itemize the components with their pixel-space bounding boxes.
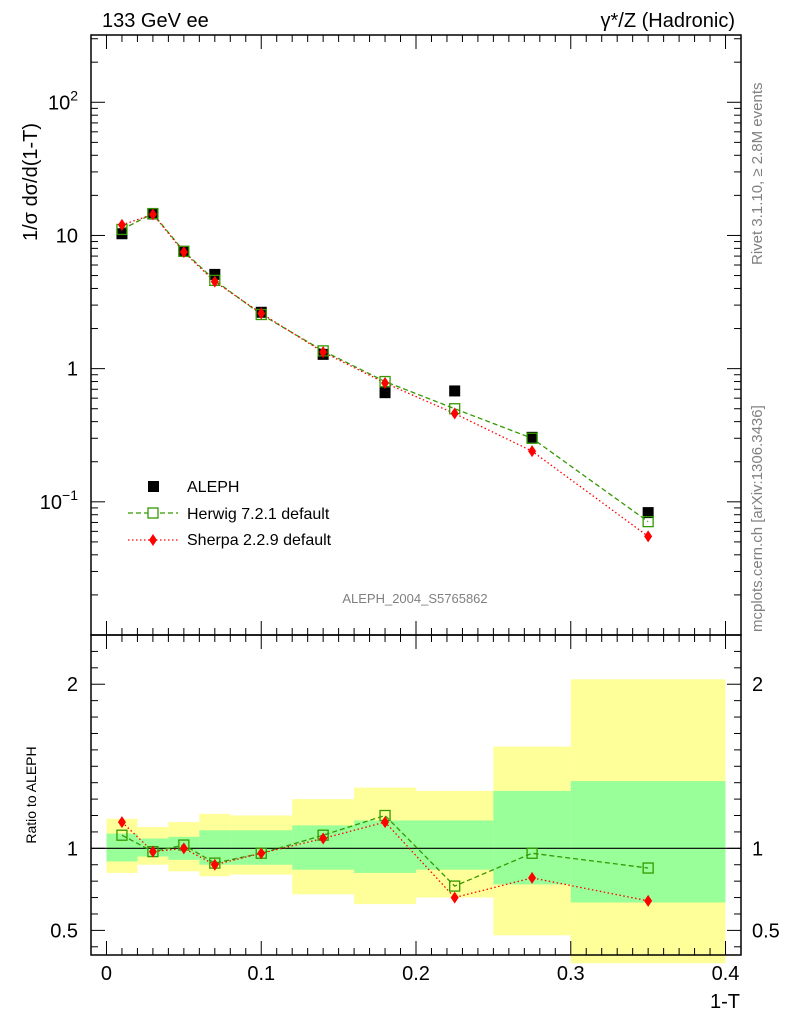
ratio-point-0-7	[449, 880, 461, 892]
legend-entry-aleph: ALEPH	[187, 479, 239, 496]
ratio-point-1-1	[148, 845, 157, 858]
main-point-0-7	[449, 385, 461, 397]
ratio-point-0-0	[116, 829, 128, 841]
ratio-point-1-8	[528, 871, 537, 884]
y-axis-label-main: 1/σ dσ/d(1-T)	[20, 123, 42, 241]
ratio-point-1-2	[179, 842, 188, 855]
y-tick-label-main: 102	[48, 87, 78, 114]
main-point-1-9	[642, 515, 654, 528]
x-tick-label: 0.3	[557, 963, 585, 985]
main-point-2-8	[528, 445, 537, 458]
main-point-2-1	[148, 208, 157, 221]
header-right-label: γ*/Z (Hadronic)	[601, 10, 735, 32]
legend: ALEPH Herwig 7.2.1 default Sherpa 2.2.9 …	[128, 479, 332, 549]
analysis-id-label: ALEPH_2004_S5765862	[342, 591, 487, 606]
rivet-label: Rivet 3.1.10, ≥ 2.8M events	[749, 83, 766, 266]
main-point-0-9	[642, 507, 654, 519]
legend-entry-sherpa: Sherpa 2.2.9 default	[187, 532, 332, 549]
legend-marker-aleph	[148, 481, 159, 492]
main-series-line-2	[121, 213, 649, 537]
x-tick-label: 0.1	[247, 963, 275, 985]
main-point-0-6	[379, 387, 391, 399]
ratio-series-line-0	[121, 814, 649, 887]
ratio-band-inner-9	[570, 781, 726, 903]
ratio-point-0-8	[526, 847, 538, 859]
main-point-2-9	[644, 530, 653, 543]
main-point-2-2	[179, 246, 188, 259]
legend-marker-sherpa	[149, 534, 157, 546]
ratio-point-1-9	[644, 894, 653, 907]
ratio-point-1-7	[450, 891, 459, 904]
ratio-point-1-3	[210, 858, 219, 871]
y-axis-label-ratio: Ratio to ALEPH	[23, 746, 39, 843]
main-point-2-0	[117, 218, 126, 231]
main-point-2-4	[257, 307, 266, 320]
main-point-1-8	[526, 432, 538, 444]
y-tick-label-ratio-right: 2	[752, 674, 763, 696]
main-point-2-6	[381, 377, 390, 390]
main-point-0-3	[209, 268, 221, 280]
y-tick-label-main: 10	[56, 225, 78, 247]
ratio-band-inner-8	[493, 790, 571, 885]
x-tick-label: 0.2	[402, 963, 430, 985]
y-tick-label-ratio-right: 1	[752, 838, 763, 860]
legend-marker-herwig	[147, 507, 159, 519]
ratio-band-inner-7	[416, 820, 494, 870]
y-tick-label-ratio: 0.5	[50, 920, 78, 942]
ratio-point-0-9	[642, 862, 654, 874]
y-tick-label-ratio: 2	[67, 674, 78, 696]
ratio-point-1-6	[381, 816, 390, 829]
main-point-2-5	[319, 346, 328, 359]
ratio-band-inner-5	[292, 825, 355, 870]
ratio-band-inner-0	[106, 833, 138, 862]
x-tick-label: 0	[101, 963, 112, 985]
ratio-series-line-1	[121, 821, 649, 902]
y-tick-label-ratio: 1	[67, 838, 78, 860]
x-tick-label: 0.4	[712, 963, 740, 985]
x-axis-label: 1-T	[710, 991, 740, 1013]
y-tick-label-ratio-right: 0.5	[752, 920, 780, 942]
ratio-band-inner-6	[354, 820, 416, 873]
ratio-point-1-0	[117, 816, 126, 829]
y-tick-label-main: 10−1	[40, 487, 78, 514]
legend-entry-herwig: Herwig 7.2.1 default	[187, 506, 330, 523]
ratio-point-1-4	[257, 847, 266, 860]
y-tick-label-main: 1	[67, 359, 78, 381]
mcplots-label: mcplots.cern.ch [arXiv:1306.3436]	[749, 405, 766, 632]
main-point-0-0	[116, 228, 128, 240]
main-point-2-7	[450, 407, 459, 420]
main-point-2-3	[210, 275, 219, 288]
header-left-label: 133 GeV ee	[102, 10, 209, 32]
main-point-0-8	[526, 431, 538, 443]
main-series-line-1	[121, 212, 649, 523]
ratio-point-1-5	[319, 832, 328, 845]
